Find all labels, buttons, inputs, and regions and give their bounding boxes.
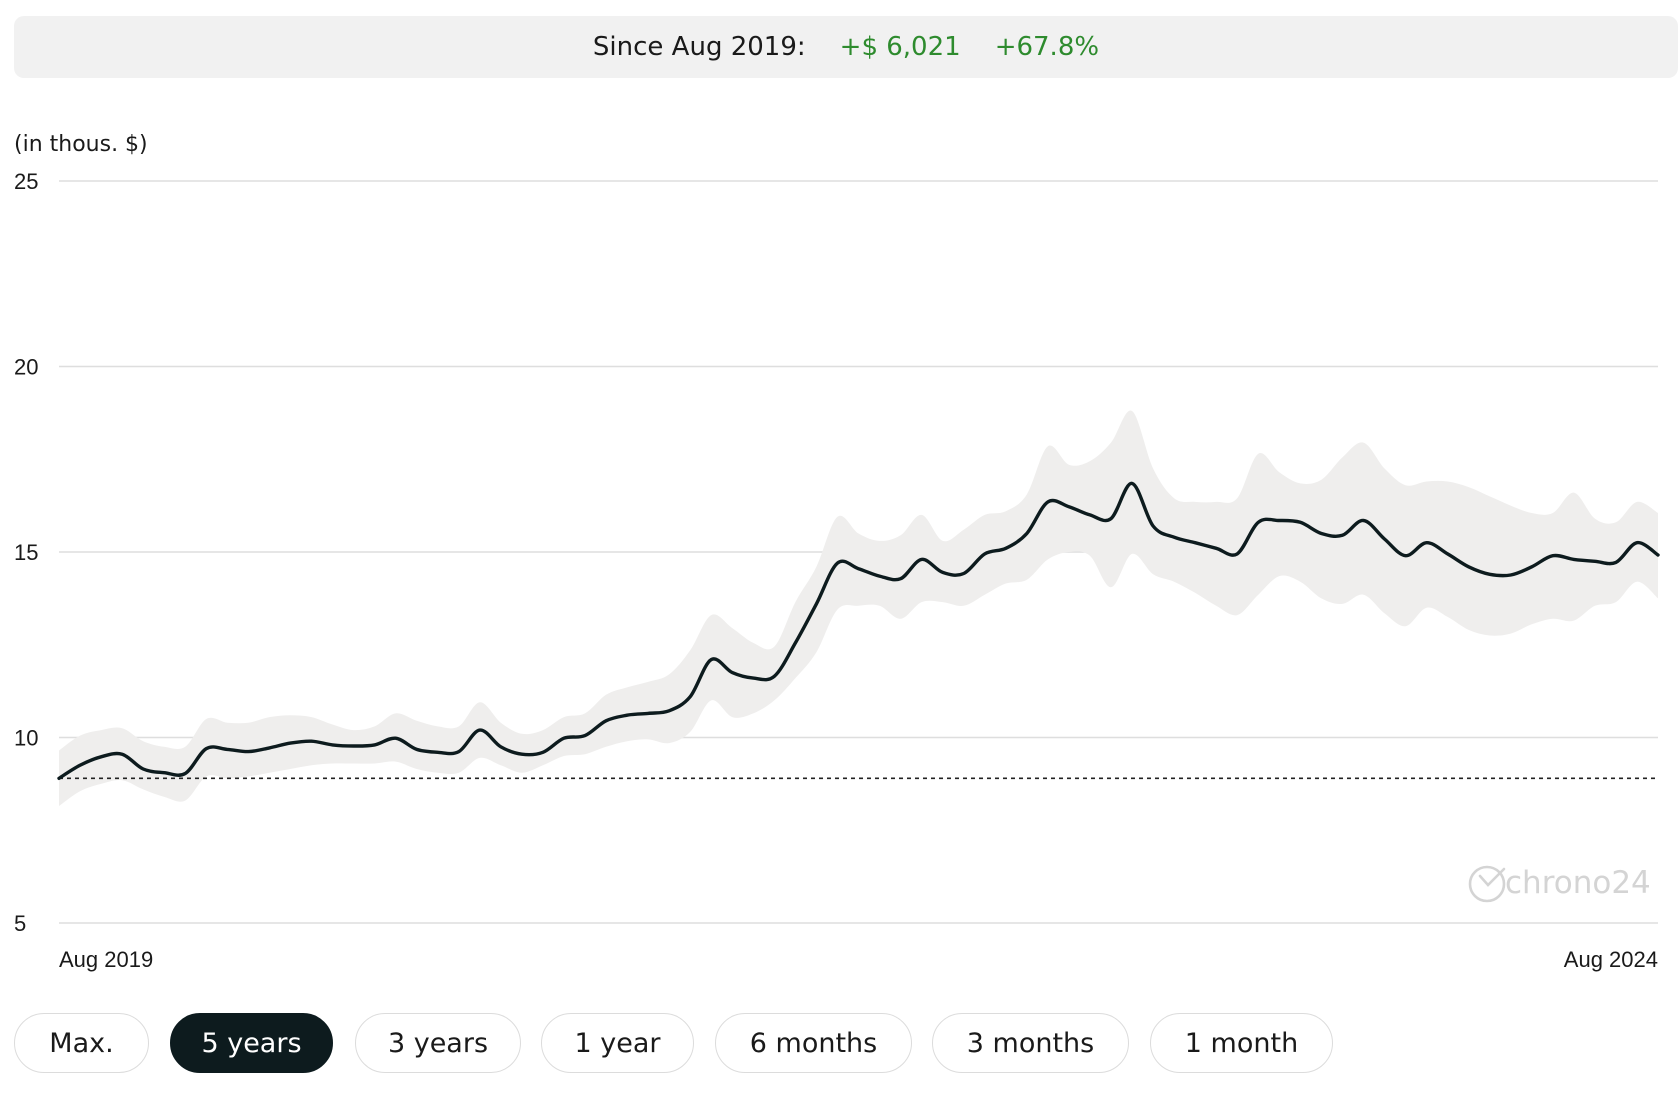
- range-button-1-month[interactable]: 1 month: [1150, 1013, 1333, 1073]
- summary-label: Since Aug 2019:: [592, 32, 806, 62]
- price-chart: 5 10 15 20 25 Aug 2019 Aug 2024 (in thous. $)…: [14, 132, 1660, 972]
- summary-percent: +67.8%: [994, 32, 1100, 62]
- y-tick-label: 20: [14, 355, 38, 380]
- chrono24-logo-icon: [1468, 865, 1506, 903]
- y-tick-label: 15: [14, 540, 38, 565]
- range-button-6-months[interactable]: 6 months: [715, 1013, 912, 1073]
- y-tick-label: 5: [14, 911, 26, 936]
- chrono24-logo: chrono24: [1468, 865, 1651, 903]
- range-button-1-year[interactable]: 1 year: [541, 1013, 694, 1073]
- price-range-band: [59, 410, 1658, 807]
- y-axis-ticks: 5 10 15 20 25: [14, 169, 38, 936]
- range-button-max[interactable]: Max.: [14, 1013, 149, 1073]
- x-tick-label: Aug 2019: [59, 947, 153, 972]
- range-button-5-years[interactable]: 5 years: [170, 1013, 333, 1073]
- summary-gain: +$ 6,021: [839, 32, 961, 62]
- x-axis-ticks: Aug 2019 Aug 2024: [59, 947, 1658, 972]
- chrono24-watermark: chrono24: [1505, 865, 1651, 901]
- summary-bar: Since Aug 2019: +$ 6,021 +67.8%: [14, 16, 1678, 78]
- range-button-3-months[interactable]: 3 months: [932, 1013, 1129, 1073]
- y-axis-unit-label: (in thous. $): [14, 132, 148, 157]
- range-button-3-years[interactable]: 3 years: [355, 1013, 521, 1073]
- y-tick-label: 25: [14, 169, 38, 194]
- y-tick-label: 10: [14, 726, 38, 751]
- price-line: [57, 481, 1660, 780]
- x-tick-label: Aug 2024: [1564, 947, 1658, 972]
